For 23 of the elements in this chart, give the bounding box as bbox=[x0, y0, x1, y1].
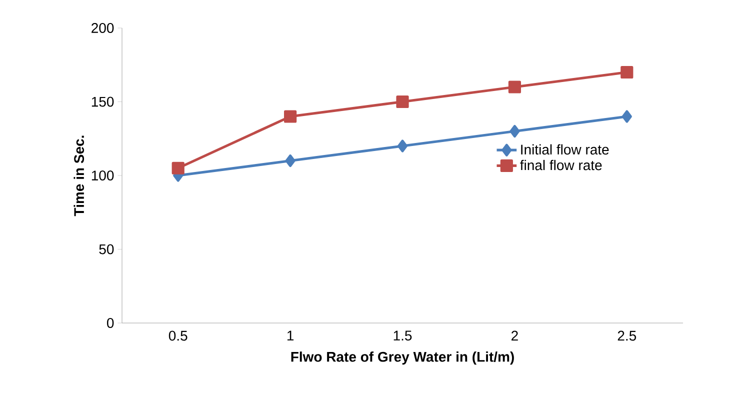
x-tick-label: 1.5 bbox=[394, 330, 412, 341]
point bbox=[397, 140, 408, 152]
point bbox=[510, 124, 520, 138]
point bbox=[622, 110, 632, 123]
y-tick-label: 150 bbox=[92, 96, 114, 107]
x-tick-label: 2 bbox=[512, 330, 518, 341]
x-tick-label: 1 bbox=[287, 330, 294, 340]
point bbox=[396, 95, 409, 108]
legend-label: Initial flow rate bbox=[521, 144, 609, 155]
x-tick-label: 0.5 bbox=[168, 330, 188, 341]
y-tick-label: 0 bbox=[106, 318, 114, 328]
x-tick-label: 2.5 bbox=[618, 330, 636, 341]
point bbox=[284, 110, 297, 123]
y-tick-label: 200 bbox=[92, 23, 114, 33]
point bbox=[285, 154, 296, 168]
legend-label: final flow rate bbox=[520, 160, 602, 170]
y-tick-label: 50 bbox=[99, 244, 114, 254]
x-axis-title: Flwo Rate of Grey Water in (Lit/m) bbox=[291, 352, 514, 365]
y-axis-title: Time in Sec. bbox=[74, 136, 84, 216]
point bbox=[508, 80, 521, 94]
y-tick-label: 100 bbox=[92, 170, 114, 180]
point bbox=[620, 66, 634, 79]
point bbox=[172, 162, 184, 174]
